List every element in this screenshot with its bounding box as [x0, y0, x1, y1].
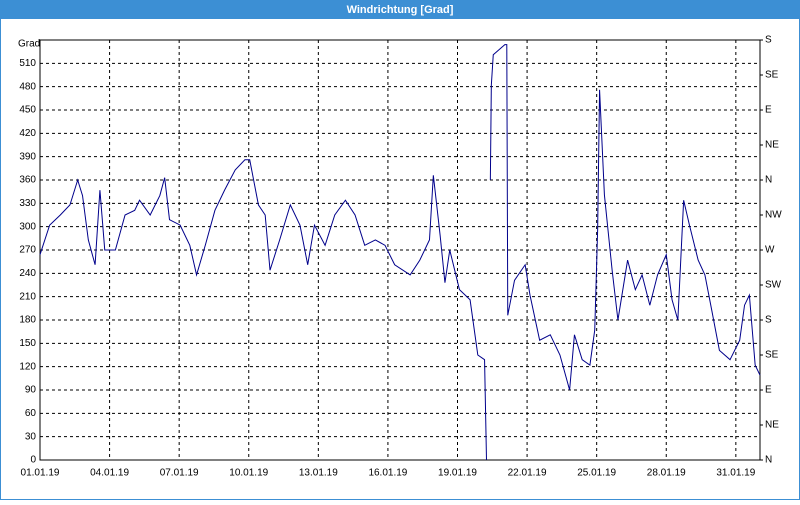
- y-tick-label: 60: [25, 408, 37, 419]
- y2-tick-label: E: [765, 105, 772, 116]
- x-tick-label: 22.01.19: [508, 468, 547, 479]
- y2-tick-label: NE: [765, 420, 779, 431]
- y2-tick-label: NW: [765, 210, 782, 221]
- x-tick-label: 31.01.19: [716, 468, 755, 479]
- x-tick-label: 16.01.19: [368, 468, 407, 479]
- y-tick-label: 360: [19, 175, 36, 186]
- title-bar: [0, 0, 800, 19]
- x-tick-label: 13.01.19: [299, 468, 338, 479]
- x-tick-label: 04.01.19: [90, 468, 129, 479]
- y-tick-label: 300: [19, 221, 36, 232]
- x-tick-label: 10.01.19: [229, 468, 268, 479]
- x-tick-label: 25.01.19: [577, 468, 616, 479]
- y2-tick-label: SE: [765, 70, 779, 81]
- y-tick-label: 150: [19, 338, 36, 349]
- y-tick-label: 390: [19, 151, 36, 162]
- y-axis-label: Grad: [18, 39, 40, 50]
- y2-tick-label: S: [765, 35, 772, 46]
- y-tick-label: 90: [25, 385, 37, 396]
- window-title: Windrichtung [Grad]: [347, 4, 454, 16]
- y2-tick-label: E: [765, 385, 772, 396]
- y2-tick-label: N: [765, 175, 772, 186]
- y-tick-label: 270: [19, 245, 36, 256]
- y-tick-label: 0: [30, 455, 36, 466]
- y2-tick-label: SE: [765, 350, 779, 361]
- y-tick-label: 30: [25, 431, 37, 442]
- y-tick-label: 450: [19, 105, 36, 116]
- y2-tick-label: S: [765, 315, 772, 326]
- y2-tick-label: SW: [765, 280, 782, 291]
- x-tick-label: 28.01.19: [647, 468, 686, 479]
- y-tick-label: 240: [19, 268, 36, 279]
- y-tick-label: 510: [19, 58, 36, 69]
- data-line: [39, 44, 761, 461]
- x-tick-label: 07.01.19: [160, 468, 199, 479]
- y2-tick-label: N: [765, 455, 772, 466]
- y-tick-label: 330: [19, 198, 36, 209]
- x-tick-label: 01.01.19: [21, 468, 60, 479]
- x-tick-label: 19.01.19: [438, 468, 477, 479]
- y2-tick-label: W: [765, 245, 775, 256]
- y-tick-label: 420: [19, 128, 36, 139]
- y2-tick-label: NE: [765, 140, 779, 151]
- y-tick-label: 180: [19, 315, 36, 326]
- y-tick-label: 480: [19, 81, 36, 92]
- y-tick-label: 120: [19, 361, 36, 372]
- y-tick-label: 210: [19, 291, 36, 302]
